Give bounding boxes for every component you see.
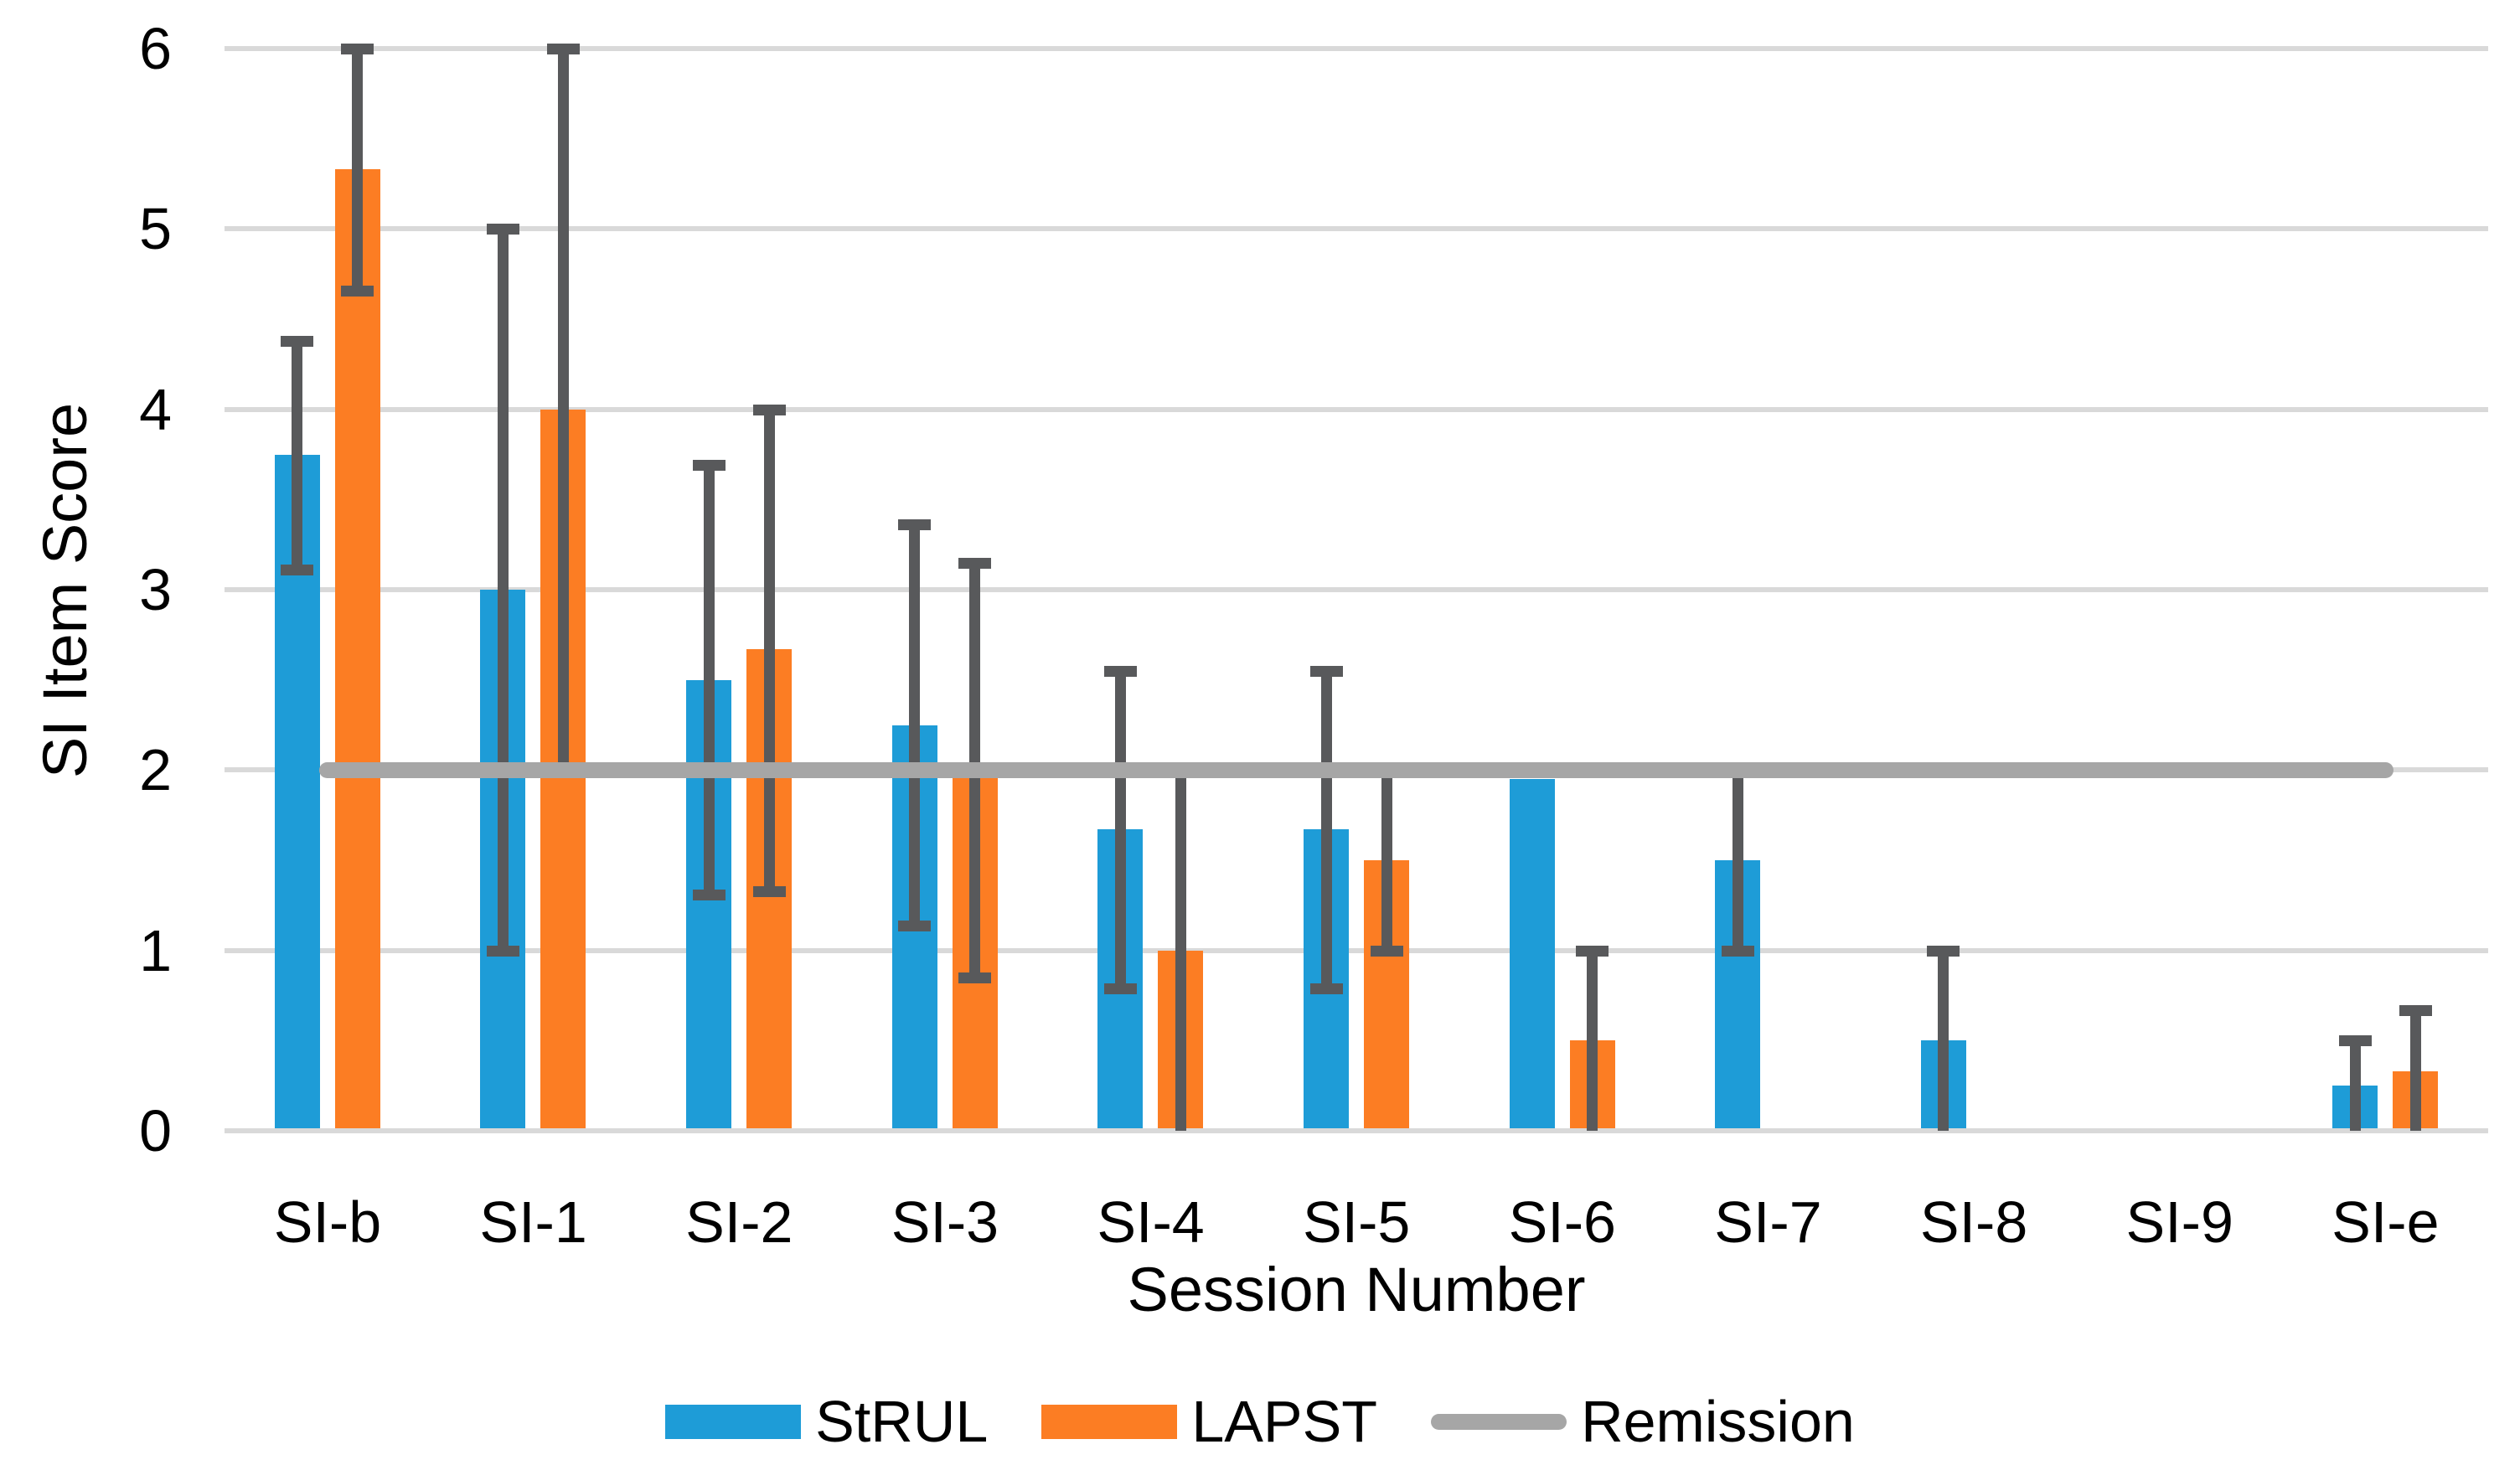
x-tick-label-SI-8: SI-8 [1919,1189,2028,1255]
chart-legend: StRUL LAPST Remission [0,1392,2520,1451]
legend-swatch-remission [1431,1413,1567,1430]
error-bar-strul-SI-7 [1732,770,1743,951]
y-tick-label-6: 6 [139,16,172,81]
error-cap-top [692,460,726,472]
x-tick-label-SI-6: SI-6 [1508,1189,1616,1255]
error-cap-bottom [1103,983,1137,994]
error-cap-top [898,519,932,531]
error-bar-strul-SI-4 [1114,670,1126,988]
error-bar-lapst-SI-b [352,49,364,291]
error-cap-top [958,557,992,569]
y-tick-label-5: 5 [139,196,172,262]
y-tick-label-3: 3 [139,557,172,622]
legend-item-lapst: LAPST [1041,1392,1377,1451]
x-tick-label-SI-7: SI-7 [1714,1189,1822,1255]
error-cap-bottom [1370,945,1403,957]
x-axis-title: Session Number [1127,1255,1586,1324]
legend-label-remission: Remission [1581,1389,1855,1454]
error-cap-top [2399,1004,2432,1016]
error-bar-strul-SI-2 [703,465,715,895]
error-cap-bottom [752,885,786,897]
error-bar-lapst-SI-4 [1175,770,1186,1131]
error-cap-top [1309,665,1343,677]
legend-swatch-strul [665,1404,802,1439]
error-cap-bottom [341,285,374,297]
y-tick-label-1: 1 [139,917,172,983]
gridline-y4 [225,406,2488,412]
x-tick-label-SI-1: SI-1 [479,1189,587,1255]
error-bar-strul-SI-b [292,340,303,570]
error-bar-lapst-SI-e [2409,1009,2421,1131]
x-tick-label-SI-9: SI-9 [2125,1189,2233,1255]
error-bar-strul-SI-e [2349,1040,2361,1131]
legend-item-strul: StRUL [665,1392,988,1451]
error-cap-top [1103,665,1137,677]
y-axis-title: SI Item Score [30,402,100,779]
error-bar-strul-SI-5 [1320,670,1332,988]
legend-label-lapst: LAPST [1191,1389,1378,1454]
x-tick-label-SI-b: SI-b [273,1189,382,1255]
lapst-bar-SI-b [334,169,380,1128]
x-tick-label-SI-5: SI-5 [1302,1189,1411,1255]
error-cap-bottom [692,889,726,900]
error-bar-lapst-SI-1 [557,49,569,771]
error-bar-lapst-SI-6 [1587,950,1598,1131]
x-tick-label-SI-e: SI-e [2332,1189,2440,1255]
error-bar-strul-SI-3 [909,524,921,926]
y-tick-label-4: 4 [139,376,172,442]
legend-swatch-lapst [1041,1404,1178,1439]
error-cap-top [341,44,374,54]
gridline-y5 [225,226,2488,232]
gridline-y6 [225,46,2488,51]
x-tick-label-SI-3: SI-3 [891,1189,999,1255]
x-tick-label-SI-4: SI-4 [1097,1189,1205,1255]
legend-item-remission: Remission [1431,1392,1855,1451]
error-cap-top [281,335,314,347]
error-cap-top [1927,945,1960,957]
error-cap-bottom [486,945,519,957]
error-cap-top [546,44,580,54]
error-cap-bottom [281,565,314,576]
y-tick-label-0: 0 [139,1098,172,1163]
error-bar-strul-SI-8 [1938,950,1949,1131]
error-cap-bottom [958,972,992,983]
error-bar-lapst-SI-5 [1381,770,1392,951]
legend-label-strul: StRUL [815,1389,989,1454]
error-cap-top [1576,945,1609,957]
gridline-y3 [225,587,2488,592]
remission-line [319,761,2393,778]
error-cap-top [752,404,786,415]
y-tick-label-2: 2 [139,737,172,803]
error-bar-strul-SI-1 [497,229,509,951]
gridline-y0 [225,1128,2488,1133]
error-cap-bottom [1721,945,1754,957]
error-cap-bottom [898,920,932,931]
error-cap-top [486,224,519,235]
gridline-y1 [225,947,2488,953]
error-cap-top [2338,1035,2372,1047]
error-cap-bottom [1309,983,1343,994]
strul-bar-SI-6 [1509,779,1555,1128]
x-tick-label-SI-2: SI-2 [685,1189,793,1255]
error-bar-lapst-SI-2 [763,409,775,891]
